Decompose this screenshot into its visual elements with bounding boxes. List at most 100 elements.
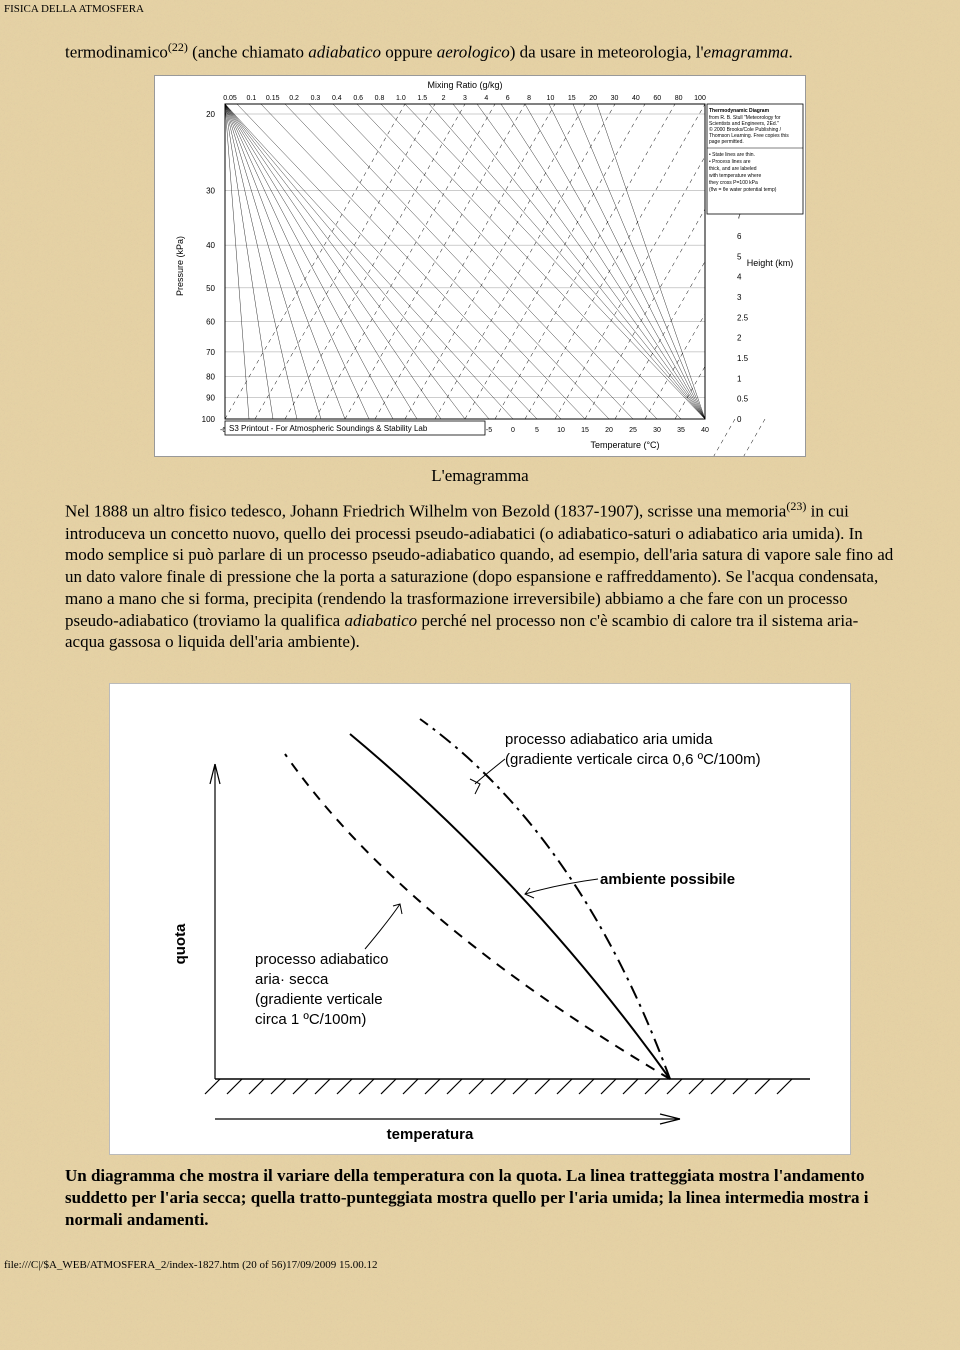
ylabel: quota: [172, 923, 189, 964]
box-l10: they cross P=100 kPa: [709, 180, 758, 186]
text: Nel 1888 un altro fisico tedesco, Johann…: [65, 502, 786, 521]
label-left3: (gradiente verticale: [255, 991, 383, 1008]
svg-text:70: 70: [206, 348, 215, 357]
svg-text:0.5: 0.5: [737, 395, 749, 404]
svg-text:25: 25: [629, 427, 637, 434]
emagram-caption: L'emagramma: [65, 465, 895, 487]
svg-text:4: 4: [484, 95, 488, 102]
label-left2: aria· secca: [255, 971, 329, 988]
label-left1: processo adiabatico: [255, 951, 388, 968]
svg-text:40: 40: [632, 95, 640, 102]
svg-text:0.05: 0.05: [223, 95, 237, 102]
bot-box-text: S3 Printout - For Atmospheric Soundings …: [229, 424, 428, 433]
svg-text:35: 35: [677, 427, 685, 434]
svg-text:0.8: 0.8: [375, 95, 385, 102]
box-l6: • State lines are thin.: [709, 152, 755, 158]
svg-text:0.6: 0.6: [353, 95, 363, 102]
svg-text:-5: -5: [486, 427, 492, 434]
svg-text:30: 30: [206, 187, 215, 196]
svg-text:20: 20: [589, 95, 597, 102]
main-content: termodinamico(22) (anche chiamato adiaba…: [0, 18, 960, 1230]
svg-text:1.5: 1.5: [737, 354, 749, 363]
svg-text:30: 30: [611, 95, 619, 102]
svg-text:10: 10: [557, 427, 565, 434]
svg-text:20: 20: [605, 427, 613, 434]
intro-paragraph: termodinamico(22) (anche chiamato adiaba…: [65, 40, 895, 63]
box-l3: © 2000 Brooks/Cole Publishing /: [709, 126, 782, 133]
height-title: Height (km): [747, 258, 794, 268]
svg-text:50: 50: [206, 284, 215, 293]
svg-text:1.5: 1.5: [417, 95, 427, 102]
svg-text:3: 3: [737, 293, 742, 302]
svg-text:40: 40: [701, 427, 709, 434]
text: termodinamico: [65, 43, 168, 62]
text: oppure: [381, 43, 437, 62]
svg-text:1: 1: [737, 375, 742, 384]
text-italic: emagramma: [704, 43, 789, 62]
text-italic: adiabatico: [308, 43, 381, 62]
svg-text:3: 3: [463, 95, 467, 102]
box-l11: (θw = θe water potential temp): [709, 187, 777, 193]
svg-text:5: 5: [737, 253, 742, 262]
isotherms: [225, 104, 705, 419]
box-l5: page permitted.: [709, 139, 744, 145]
svg-text:2.5: 2.5: [737, 314, 749, 323]
svg-text:30: 30: [653, 427, 661, 434]
svg-text:6: 6: [506, 95, 510, 102]
text: ) da usare in meteorologia, l': [510, 43, 704, 62]
svg-text:4: 4: [737, 273, 742, 282]
footnote-ref-23: (23): [786, 499, 806, 513]
svg-text:1.0: 1.0: [396, 95, 406, 102]
pressure-title: Pressure (kPa): [175, 236, 185, 296]
emagram-figure: Mixing Ratio (g/kg) 0.05 0.1 0.15 0.2 0.3 0.4…: [154, 75, 806, 457]
process-svg: quota temperatura processo adiabatico ar…: [110, 684, 850, 1154]
svg-text:20: 20: [206, 110, 215, 119]
box-l9: with temperature where: [709, 173, 761, 179]
box-title: Thermodynamic Diagram: [709, 108, 770, 114]
text: (anche chiamato: [188, 43, 308, 62]
svg-text:60: 60: [653, 95, 661, 102]
temperature-title: Temperature (°C): [590, 440, 659, 450]
xlabel: temperatura: [387, 1126, 474, 1143]
footnote-ref-22: (22): [168, 40, 188, 54]
process-diagram: quota temperatura processo adiabatico ar…: [109, 683, 851, 1155]
svg-text:15: 15: [568, 95, 576, 102]
svg-text:6: 6: [737, 232, 742, 241]
svg-text:5: 5: [535, 427, 539, 434]
svg-text:0.15: 0.15: [266, 95, 280, 102]
box-l7: • Process lines are: [709, 159, 751, 165]
label-top2: (gradiente verticale circa 0,6 ºC/100m): [505, 751, 761, 768]
label-top: processo adiabatico aria umida: [505, 731, 713, 748]
page-header: FISICA DELLA ATMOSFERA: [0, 0, 960, 18]
svg-text:80: 80: [206, 373, 215, 382]
label-right: ambiente possibile: [600, 871, 735, 888]
figure-caption: Un diagramma che mostra il variare della…: [65, 1165, 895, 1230]
svg-text:90: 90: [206, 394, 215, 403]
svg-text:10: 10: [547, 95, 555, 102]
box-l8: thick, and are labeled: [709, 166, 757, 172]
svg-text:80: 80: [675, 95, 683, 102]
text: .: [789, 43, 793, 62]
text-italic: aerologico: [437, 43, 510, 62]
mixing-ratio-title: Mixing Ratio (g/kg): [427, 80, 502, 90]
svg-text:0.1: 0.1: [246, 95, 256, 102]
left-ticks: 20 30 40 50 60 70 80 90 100: [202, 110, 216, 424]
svg-text:0.2: 0.2: [289, 95, 299, 102]
svg-text:8: 8: [527, 95, 531, 102]
svg-text:2: 2: [737, 334, 742, 343]
svg-text:0.3: 0.3: [311, 95, 321, 102]
svg-text:100: 100: [202, 415, 216, 424]
svg-text:60: 60: [206, 318, 215, 327]
emagram-svg: Mixing Ratio (g/kg) 0.05 0.1 0.15 0.2 0.3 0.4…: [155, 76, 805, 456]
top-ticks: 0.050.10.150.20.30.40.60.81.01.523468101…: [223, 95, 706, 102]
svg-text:40: 40: [206, 242, 215, 251]
page-footer: file:///C|/$A_WEB/ATMOSFERA_2/index-1827…: [0, 1240, 960, 1276]
label-left4: circa 1 ºC/100m): [255, 1011, 366, 1028]
svg-text:0: 0: [737, 415, 742, 424]
text-italic: adiabatico: [344, 611, 417, 630]
h-grid: [225, 114, 705, 419]
svg-text:100: 100: [694, 95, 706, 102]
svg-text:0.4: 0.4: [332, 95, 342, 102]
svg-text:0: 0: [511, 427, 515, 434]
ground-hatch: [205, 1079, 792, 1094]
